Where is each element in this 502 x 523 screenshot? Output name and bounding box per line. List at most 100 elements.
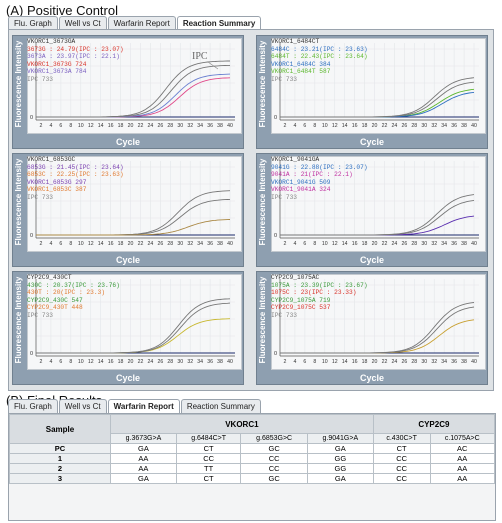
- x-tick-label: 34: [197, 123, 203, 129]
- tab-reaction-summary[interactable]: Reaction Summary: [180, 399, 261, 413]
- chart-title: VKORC1_6484CT: [271, 38, 320, 45]
- x-tick-label: 34: [197, 359, 203, 365]
- x-tick-label: 26: [401, 241, 407, 247]
- legend-entry: CYP2C9_430T 448: [27, 304, 83, 312]
- tab-warfarin-report[interactable]: Warfarin Report: [107, 16, 176, 30]
- plot-area: 0 2 4 6 8 10 12 14 16 18 20 22 24 26 28 30 32 34 36 38 40: [271, 38, 486, 134]
- y-zero-label: 0: [274, 233, 277, 239]
- x-tick-label: 22: [382, 123, 388, 129]
- genotype-cell: GA: [110, 473, 177, 484]
- x-tick-label: 24: [392, 241, 398, 247]
- x-tick-label: 20: [372, 359, 378, 365]
- genotype-cell: CC: [240, 453, 308, 464]
- genotype-cell: CC: [372, 453, 431, 464]
- x-tick-label: 30: [421, 359, 427, 365]
- x-tick-label: 34: [197, 241, 203, 247]
- amplification-curve: [280, 319, 475, 354]
- legend-entry: IPC 733: [27, 311, 53, 319]
- x-tick-label: 2: [284, 123, 287, 129]
- genotype-cell: CC: [240, 463, 308, 474]
- x-tick-label: 2: [284, 241, 287, 247]
- genotype-cell: GG: [306, 453, 374, 464]
- x-tick-label: 4: [49, 123, 52, 129]
- plot-area: 0 2 4 6 8 10 12 14 16 18 20 22 24 26 28 30 32 34 36 38 40 IPC: [27, 38, 242, 134]
- x-tick-label: 22: [138, 123, 144, 129]
- x-tick-label: 26: [401, 359, 407, 365]
- y-axis-label: Fluorescence Intensity: [12, 277, 26, 364]
- legend-entry: 6484T : 22.43(IPC : 23.64): [271, 53, 368, 61]
- legend-entry: 6853G : 21.45(IPC : 23.64): [27, 163, 124, 171]
- legend-entry: IPC 733: [271, 311, 297, 319]
- x-tick-label: 8: [69, 359, 72, 365]
- genotype-cell: GC: [240, 443, 308, 454]
- genotype-cell: CT: [175, 443, 242, 454]
- x-tick-label: 34: [441, 123, 447, 129]
- genotype-cell: CC: [372, 473, 431, 484]
- x-tick-label: 16: [108, 359, 114, 365]
- legend-entry: VKORC1_6853G 297: [27, 178, 87, 186]
- x-tick-label: 10: [78, 359, 84, 365]
- x-tick-label: 40: [471, 123, 477, 129]
- x-tick-label: 24: [392, 359, 398, 365]
- ipc-annotation-pointer: [207, 61, 219, 70]
- legend-entry: CYP2C9_1075A 719: [271, 296, 331, 304]
- x-tick-label: 40: [227, 359, 233, 365]
- tab-well-vs-ct[interactable]: Well vs Ct: [58, 399, 107, 413]
- x-tick-label: 12: [332, 241, 338, 247]
- x-tick-label: 14: [342, 359, 348, 365]
- y-axis-label-text: Fluorescence Intensity: [258, 40, 267, 128]
- x-tick-label: 28: [167, 123, 173, 129]
- genotype-cell: AA: [429, 463, 495, 474]
- y-zero-label: 0: [30, 351, 33, 357]
- sample-cell: 2: [9, 463, 111, 474]
- x-tick-label: 32: [431, 359, 437, 365]
- sample-cell: 3: [9, 473, 111, 484]
- legend-entry: 3673A : 23.97(IPC : 22.1): [27, 53, 120, 61]
- x-tick-label: 16: [108, 241, 114, 247]
- x-tick-label: 16: [352, 359, 358, 365]
- tab-flu-graph[interactable]: Flu. Graph: [8, 16, 58, 30]
- y-axis-label: Fluorescence Intensity: [12, 41, 26, 128]
- y-axis-label: Fluorescence Intensity: [12, 159, 26, 246]
- x-tick-label: 36: [207, 359, 213, 365]
- legend-entry: 1075C : 23(IPC : 23.33): [271, 289, 357, 297]
- x-tick-label: 20: [128, 241, 134, 247]
- x-tick-label: 34: [441, 359, 447, 365]
- plot-area: 0 2 4 6 8 10 12 14 16 18 20 22 24 26 28 30 32 34 36 38 40: [27, 274, 242, 370]
- chart-legend: VKORC1_9041GA 9041G : 22.88(IPC : 23.07) 9…: [271, 156, 368, 202]
- x-tick-label: 26: [401, 123, 407, 129]
- x-tick-label: 30: [177, 123, 183, 129]
- y-zero-label: 0: [274, 115, 277, 121]
- x-tick-label: 30: [177, 241, 183, 247]
- legend-entry: 430C : 20.37(IPC : 23.76): [27, 281, 120, 289]
- tab-flu-graph[interactable]: Flu. Graph: [8, 399, 58, 413]
- y-axis-label-text: Fluorescence Intensity: [258, 276, 267, 364]
- tab-warfarin-report[interactable]: Warfarin Report: [107, 399, 180, 413]
- legend-entry: VKORC1_6484C 384: [271, 60, 331, 68]
- genotype-cell: CC: [372, 463, 431, 474]
- x-tick-label: 36: [451, 123, 457, 129]
- x-tick-label: 18: [118, 241, 124, 247]
- x-tick-label: 32: [431, 123, 437, 129]
- genotype-cell: CC: [175, 453, 242, 464]
- x-axis-label: Cycle: [115, 373, 141, 383]
- tab-well-vs-ct[interactable]: Well vs Ct: [58, 16, 107, 30]
- x-tick-label: 12: [88, 359, 94, 365]
- y-axis-label: Fluorescence Intensity: [256, 159, 270, 246]
- tab-reaction-summary[interactable]: Reaction Summary: [176, 16, 262, 30]
- amplification-curve: [280, 215, 475, 236]
- x-tick-label: 18: [362, 123, 368, 129]
- variant-column-header: g.6484C>T: [175, 433, 242, 444]
- ipc-annotation: IPC: [192, 51, 208, 62]
- x-tick-label: 18: [118, 123, 124, 129]
- variant-column-header: g.3673G>A: [110, 433, 177, 444]
- x-tick-label: 24: [148, 241, 154, 247]
- legend-entry: IPC 733: [27, 75, 53, 83]
- table-row: 2 AA TT CC GG CC AA: [9, 463, 495, 474]
- x-tick-label: 24: [148, 359, 154, 365]
- x-tick-label: 26: [157, 241, 163, 247]
- amplification-chart: 02 4 6 8 10 12 14 16 18 20 22 24 26 28 30 32 34 36 38 40: [274, 43, 479, 129]
- x-tick-label: 20: [372, 241, 378, 247]
- x-tick-label: 38: [461, 123, 467, 129]
- amplification-curve: [36, 60, 230, 118]
